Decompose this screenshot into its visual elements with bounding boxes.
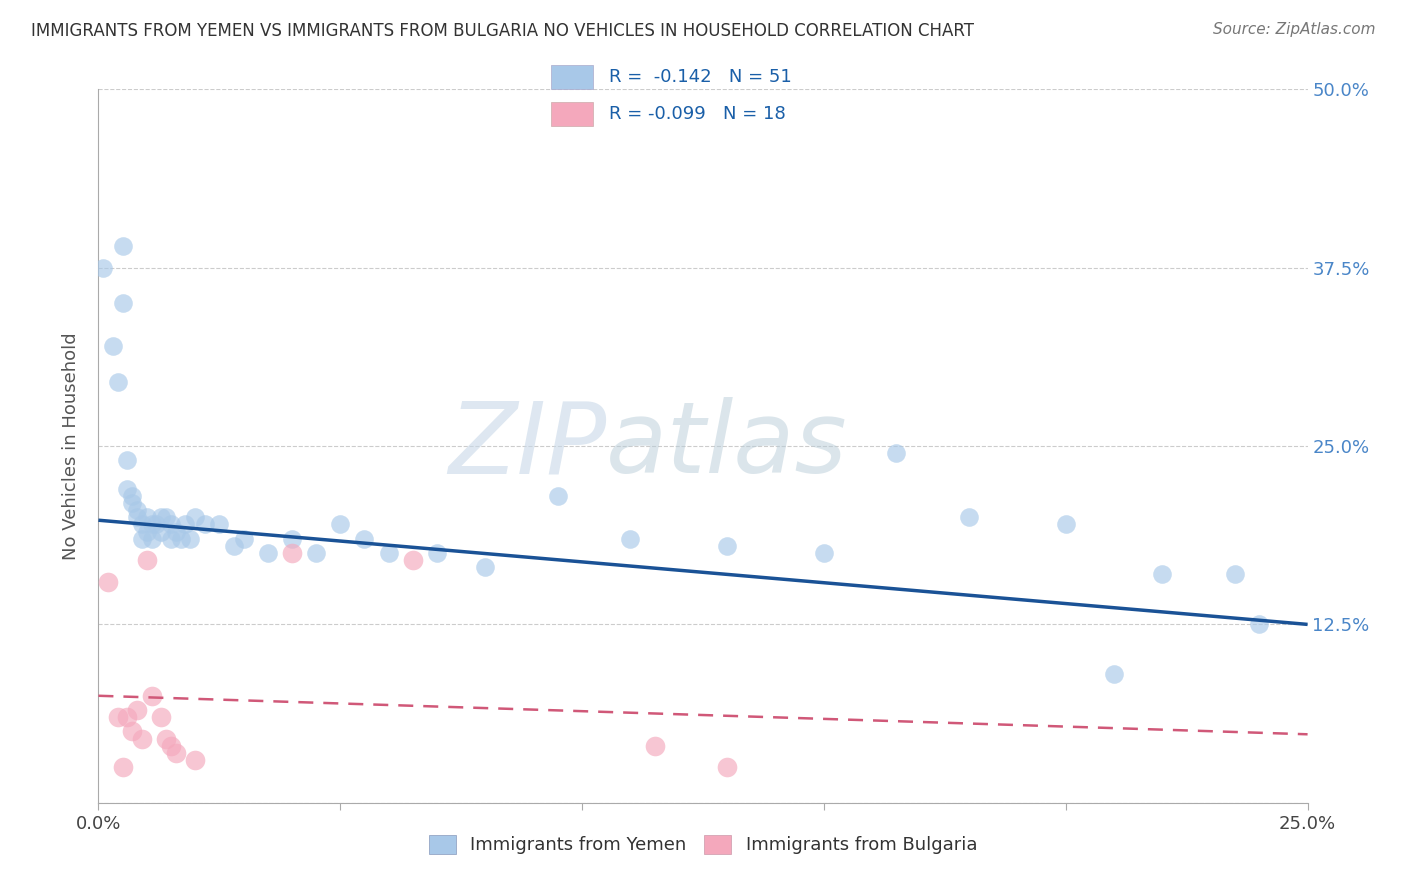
- Point: [127, 510, 149, 524]
- Point: [184, 753, 207, 767]
- Point: [131, 517, 153, 532]
- Point: [121, 724, 143, 739]
- Point: [117, 453, 139, 467]
- Point: [813, 546, 835, 560]
- Point: [1054, 517, 1077, 532]
- Point: [256, 546, 278, 560]
- Point: [281, 532, 304, 546]
- Point: [1152, 567, 1174, 582]
- Point: [111, 296, 134, 310]
- Point: [165, 746, 187, 760]
- Point: [222, 539, 245, 553]
- Point: [426, 546, 449, 560]
- Point: [165, 524, 187, 539]
- Point: [135, 524, 157, 539]
- FancyBboxPatch shape: [551, 102, 593, 126]
- Point: [194, 517, 217, 532]
- Point: [127, 703, 149, 717]
- Point: [111, 760, 134, 774]
- FancyBboxPatch shape: [551, 65, 593, 89]
- Point: [619, 532, 641, 546]
- Y-axis label: No Vehicles in Household: No Vehicles in Household: [62, 332, 80, 560]
- Point: [150, 510, 173, 524]
- Point: [155, 731, 177, 746]
- Point: [117, 710, 139, 724]
- Point: [353, 532, 375, 546]
- Point: [150, 524, 173, 539]
- Point: [1223, 567, 1246, 582]
- Text: Source: ZipAtlas.com: Source: ZipAtlas.com: [1212, 22, 1375, 37]
- Point: [121, 496, 143, 510]
- Point: [141, 517, 163, 532]
- Point: [644, 739, 666, 753]
- Point: [160, 532, 183, 546]
- Point: [716, 539, 738, 553]
- Point: [329, 517, 352, 532]
- Text: IMMIGRANTS FROM YEMEN VS IMMIGRANTS FROM BULGARIA NO VEHICLES IN HOUSEHOLD CORRE: IMMIGRANTS FROM YEMEN VS IMMIGRANTS FROM…: [31, 22, 974, 40]
- Point: [117, 482, 139, 496]
- Point: [1249, 617, 1271, 632]
- Point: [127, 503, 149, 517]
- Point: [174, 517, 197, 532]
- Point: [1102, 667, 1125, 681]
- Point: [716, 760, 738, 774]
- Point: [141, 689, 163, 703]
- Point: [135, 553, 157, 567]
- Point: [121, 489, 143, 503]
- Point: [131, 532, 153, 546]
- Point: [179, 532, 201, 546]
- Point: [281, 546, 304, 560]
- Point: [150, 710, 173, 724]
- Point: [145, 517, 167, 532]
- Point: [169, 532, 191, 546]
- Point: [957, 510, 980, 524]
- Point: [377, 546, 399, 560]
- Text: R =  -0.142   N = 51: R = -0.142 N = 51: [609, 68, 792, 86]
- Legend: Immigrants from Yemen, Immigrants from Bulgaria: Immigrants from Yemen, Immigrants from B…: [422, 828, 984, 862]
- Point: [474, 560, 496, 574]
- Point: [97, 574, 120, 589]
- Point: [160, 517, 183, 532]
- Point: [111, 239, 134, 253]
- Point: [131, 731, 153, 746]
- Point: [160, 739, 183, 753]
- Point: [91, 260, 114, 275]
- Point: [107, 710, 129, 724]
- Point: [107, 375, 129, 389]
- Point: [141, 532, 163, 546]
- Point: [402, 553, 425, 567]
- Text: atlas: atlas: [606, 398, 848, 494]
- Point: [305, 546, 328, 560]
- Point: [208, 517, 231, 532]
- Point: [135, 510, 157, 524]
- Text: ZIP: ZIP: [449, 398, 606, 494]
- Point: [184, 510, 207, 524]
- Point: [547, 489, 569, 503]
- Point: [232, 532, 254, 546]
- Text: R = -0.099   N = 18: R = -0.099 N = 18: [609, 105, 786, 123]
- Point: [886, 446, 908, 460]
- Point: [155, 510, 177, 524]
- Point: [101, 339, 124, 353]
